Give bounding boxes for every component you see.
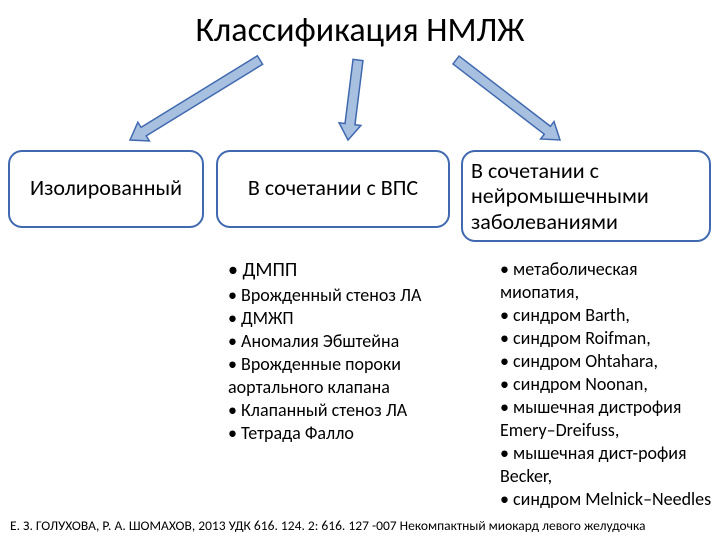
list-item: • синдром Barth, [500,304,712,327]
arrow-icon [453,56,560,140]
list-item: • синдром Ohtahara, [500,350,712,373]
page-title: Классификация НМЛЖ [0,10,720,51]
arrow-icon [339,59,363,140]
list-item: • Клапанный стеноз ЛА [228,399,478,422]
list-item: • мышечная дистрофия Emery–Dreifuss, [500,396,712,442]
box-with-neuromuscular: В сочетании с нейромышечными заболевания… [461,150,711,242]
list-item: • мышечная дист-рофия Becker, [500,442,712,488]
box-isolated: Изолированный [8,150,204,228]
arrow-icon [130,56,263,141]
list-item: • ДМПП [228,258,478,284]
list-item: • синдром Roifman, [500,327,712,350]
list-item: • метаболическая миопатия, [500,258,712,304]
list-item: • Врожденные пороки аортального клапана [228,353,478,399]
list-item: • синдром Melnick–Needles [500,488,712,511]
list-item: • синдром Noonan, [500,373,712,396]
list-item: • Тетрада Фалло [228,422,478,445]
list-vps: • ДМПП • Врожденный стеноз ЛА • ДМЖП • А… [228,258,478,445]
list-item: • Врожденный стеноз ЛА [228,284,478,307]
footer-citation: Е. З. ГОЛУХОВА, Р. А. ШОМАХОВ, 2013 УДК … [10,517,710,534]
list-item: • Аномалия Эбштейна [228,330,478,353]
list-neuromuscular: • метаболическая миопатия, • синдром Bar… [500,258,712,511]
box-with-vps: В сочетании с ВПС [216,150,450,228]
list-item: • ДМЖП [228,307,478,330]
